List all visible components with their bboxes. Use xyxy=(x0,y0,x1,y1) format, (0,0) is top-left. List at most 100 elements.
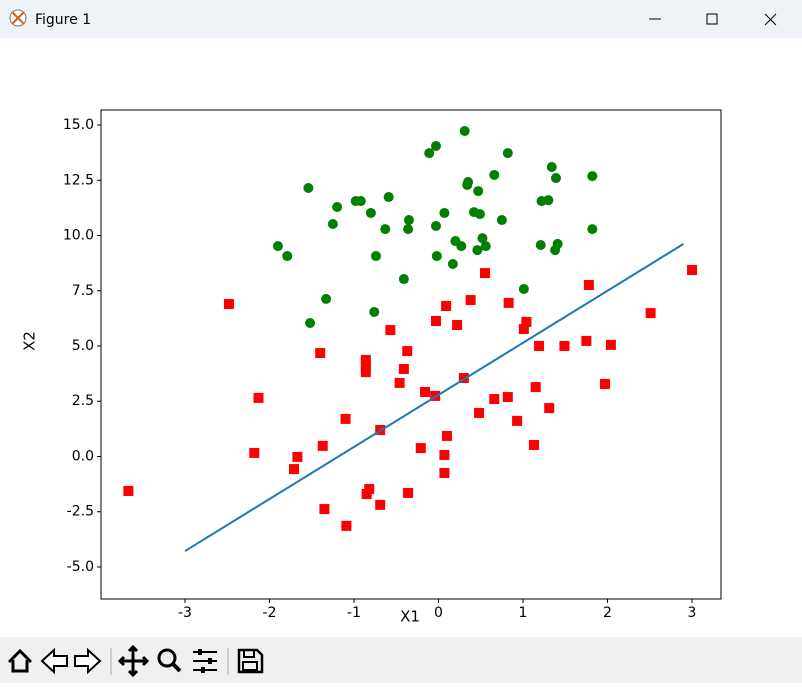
point xyxy=(361,489,372,500)
point xyxy=(550,173,561,184)
point xyxy=(479,268,490,279)
x-tick-label: 2 xyxy=(603,605,612,621)
point xyxy=(380,224,391,235)
y-tick-label: -5.0 xyxy=(67,559,94,575)
x-tick-label: -2 xyxy=(263,605,277,621)
point xyxy=(489,394,500,405)
point xyxy=(430,316,441,327)
point xyxy=(383,192,394,203)
point xyxy=(543,195,554,206)
point xyxy=(502,392,513,403)
back-button[interactable] xyxy=(40,647,68,675)
point xyxy=(605,339,616,350)
forward-button[interactable] xyxy=(74,647,102,675)
point xyxy=(403,224,414,235)
point xyxy=(489,169,500,180)
home-button[interactable] xyxy=(7,648,33,673)
point xyxy=(521,316,532,327)
point xyxy=(315,348,326,359)
point xyxy=(360,367,371,378)
minimize-button[interactable] xyxy=(632,2,678,36)
point xyxy=(430,141,441,152)
title-bar xyxy=(0,0,802,38)
x-tick-label: 0 xyxy=(434,605,443,621)
point xyxy=(559,340,570,351)
point xyxy=(431,251,442,262)
point xyxy=(365,207,376,218)
x-tick-label: -3 xyxy=(178,605,192,621)
point xyxy=(369,306,380,317)
x-tick-label: 1 xyxy=(519,605,528,621)
point xyxy=(518,323,529,334)
y-tick-label: 5.0 xyxy=(72,338,94,354)
point xyxy=(441,300,452,311)
point xyxy=(456,241,467,252)
point xyxy=(398,363,409,374)
point xyxy=(439,449,450,460)
window-title: Figure 1 xyxy=(35,12,91,28)
point xyxy=(341,520,352,531)
point xyxy=(645,308,656,319)
point xyxy=(599,378,610,389)
point xyxy=(327,219,338,230)
point xyxy=(503,297,514,308)
y-tick-label: 12.5 xyxy=(63,172,94,188)
point xyxy=(317,440,328,451)
point xyxy=(319,504,330,515)
point xyxy=(360,354,371,365)
point xyxy=(253,392,264,403)
maximize-button[interactable] xyxy=(690,2,736,36)
point xyxy=(415,443,426,454)
point xyxy=(518,283,529,294)
point xyxy=(447,259,458,270)
zoom-button[interactable] xyxy=(157,648,182,673)
point xyxy=(496,215,507,226)
point xyxy=(474,209,485,220)
point xyxy=(332,202,343,213)
point xyxy=(581,335,592,346)
x-axis-label: X1 xyxy=(400,608,420,626)
close-button[interactable] xyxy=(748,2,794,36)
point xyxy=(394,377,405,388)
configure-button[interactable] xyxy=(193,649,217,673)
point xyxy=(430,221,441,232)
point xyxy=(534,340,545,351)
point xyxy=(249,447,260,458)
point xyxy=(465,295,476,306)
point xyxy=(550,245,561,256)
app-icon xyxy=(9,9,27,27)
point xyxy=(292,451,303,462)
point xyxy=(402,346,413,357)
point xyxy=(123,485,134,496)
point xyxy=(687,264,698,275)
point xyxy=(544,403,555,414)
point xyxy=(403,487,414,498)
y-tick-label: 7.5 xyxy=(72,283,94,299)
point xyxy=(305,318,316,329)
y-axis-label: X2 xyxy=(21,331,39,351)
point xyxy=(587,171,598,182)
point xyxy=(439,468,450,479)
point xyxy=(385,325,396,336)
x-tick-label: 3 xyxy=(688,605,697,621)
point xyxy=(355,196,366,207)
point xyxy=(375,499,386,510)
point xyxy=(303,183,314,194)
save-button[interactable] xyxy=(237,648,264,674)
point xyxy=(477,233,488,244)
pan-button[interactable] xyxy=(117,644,150,678)
point xyxy=(364,483,375,494)
point xyxy=(587,224,598,235)
point xyxy=(512,415,523,426)
point xyxy=(472,245,483,256)
point xyxy=(282,251,293,262)
point xyxy=(439,207,450,218)
point xyxy=(424,148,435,159)
point xyxy=(502,148,513,159)
point xyxy=(459,125,470,136)
point xyxy=(530,382,541,393)
point xyxy=(473,186,484,197)
point xyxy=(462,179,473,190)
point xyxy=(528,439,539,450)
